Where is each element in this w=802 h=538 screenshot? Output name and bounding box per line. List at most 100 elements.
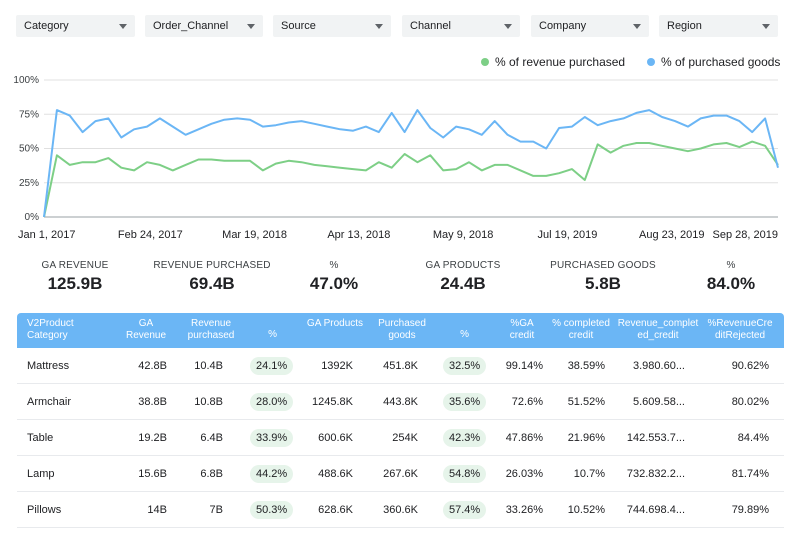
- header-completed-credit[interactable]: % completed credit: [552, 318, 610, 341]
- x-tick-label: Feb 24, 2017: [118, 229, 183, 241]
- table-row[interactable]: Armchair 38.8B 10.8B 28.0% 1245.8K 443.8K 35.6…: [17, 384, 784, 420]
- table-cell: 10.4B: [194, 360, 223, 372]
- legend-label-goods[interactable]: % of purchased goods: [661, 55, 780, 69]
- percent-badge: 35.6%: [443, 393, 487, 411]
- filter-label: Order_Channel: [153, 20, 229, 32]
- x-tick-label: May 9, 2018: [433, 229, 494, 241]
- kpi-ga-products: GA PRODUCTS 24.4B: [398, 260, 528, 294]
- header-revenue-credit-rejected[interactable]: %RevenueCreditRejected: [707, 318, 773, 341]
- chevron-down-icon: [247, 24, 255, 29]
- filter-company[interactable]: Company: [531, 15, 649, 37]
- table-cell: 254K: [392, 432, 418, 444]
- legend-swatch-goods: [647, 58, 655, 66]
- x-tick-label: Mar 19, 2018: [222, 229, 287, 241]
- y-tick-label: 50%: [19, 144, 39, 155]
- table-cell: 26.03%: [505, 468, 543, 480]
- table-cell: 15.6B: [138, 468, 167, 480]
- filter-source[interactable]: Source: [273, 15, 391, 37]
- kpi-ga-revenue: GA REVENUE 125.9B: [10, 260, 140, 294]
- header-percent-goods[interactable]: %: [460, 329, 469, 340]
- category-table: V2Product Category GA Revenue Revenue pu…: [17, 313, 784, 528]
- chevron-down-icon: [119, 24, 127, 29]
- kpi-value: 69.4B: [189, 274, 235, 293]
- table-cell: 3.980.60...: [633, 360, 685, 372]
- filter-label: Region: [667, 20, 702, 32]
- kpi-label: %: [329, 260, 339, 271]
- table-cell: 10.52%: [567, 504, 605, 516]
- category-cell: Pillows: [27, 504, 62, 516]
- header-ga-revenue[interactable]: GA Revenue: [125, 318, 167, 341]
- legend-label-revenue[interactable]: % of revenue purchased: [495, 55, 625, 69]
- legend-swatch-revenue: [481, 58, 489, 66]
- kpi-label: GA PRODUCTS: [425, 260, 501, 271]
- chevron-down-icon: [633, 24, 641, 29]
- kpi-label: %: [726, 260, 736, 271]
- table-cell: 488.6K: [318, 468, 353, 480]
- table-cell: 90.62%: [731, 360, 769, 372]
- table-cell: 744.698.4...: [626, 504, 685, 516]
- table-row[interactable]: Mattress 42.8B 10.4B 24.1% 1392K 451.8K 32.5% 9…: [17, 348, 784, 384]
- x-tick-label: Jul 19, 2019: [537, 229, 597, 241]
- table-cell: 443.8K: [383, 396, 418, 408]
- header-revenue-completed-credit[interactable]: Revenue_completed_credit: [617, 318, 699, 341]
- table-cell: 38.8B: [138, 396, 167, 408]
- table-cell: 267.6K: [383, 468, 418, 480]
- filter-label: Source: [281, 20, 316, 32]
- table-cell: 6.8B: [200, 468, 223, 480]
- table-cell: 1245.8K: [312, 396, 353, 408]
- kpi-value: 47.0%: [309, 274, 359, 293]
- table-cell: 84.4%: [737, 432, 769, 444]
- table-cell: 732.832.2...: [626, 468, 685, 480]
- table-cell: 47.86%: [505, 432, 543, 444]
- kpi-revenue-purchased: REVENUE PURCHASED 69.4B: [147, 260, 277, 294]
- table-row[interactable]: Table 19.2B 6.4B 33.9% 600.6K 254K 42.3% 47.86%…: [17, 420, 784, 456]
- kpi-label: GA REVENUE: [41, 260, 109, 271]
- header-category[interactable]: V2Product Category: [27, 318, 74, 341]
- table-cell: 38.59%: [567, 360, 605, 372]
- category-cell: Lamp: [27, 468, 55, 480]
- table-cell: 19.2B: [138, 432, 167, 444]
- series-line-revenue-purchased[interactable]: [43, 140, 779, 218]
- category-cell: Table: [27, 432, 54, 444]
- kpi-value: 24.4B: [440, 274, 486, 293]
- table-cell: 10.8B: [194, 396, 223, 408]
- kpi-goods-percent: % 84.0%: [666, 260, 796, 294]
- chevron-down-icon: [762, 24, 770, 29]
- filter-order-channel[interactable]: Order_Channel: [145, 15, 263, 37]
- table-row[interactable]: Pillows 14B 7B 50.3% 628.6K 360.6K 57.4% 33.26%…: [17, 492, 784, 528]
- table-row[interactable]: Lamp 15.6B 6.8B 44.2% 488.6K 267.6K 54.8% 26.03…: [17, 456, 784, 492]
- header-purchased-goods[interactable]: Purchased goods: [378, 318, 426, 341]
- x-tick-label: Jan 1, 2017: [18, 229, 76, 241]
- category-cell: Mattress: [27, 360, 70, 372]
- header-revenue-purchased[interactable]: Revenue purchased: [187, 318, 235, 341]
- percent-badge: 32.5%: [443, 357, 487, 375]
- table-cell: 99.14%: [505, 360, 543, 372]
- table-cell: 10.7%: [573, 468, 605, 480]
- y-tick-label: 100%: [13, 75, 39, 86]
- chevron-down-icon: [504, 24, 512, 29]
- kpi-value: 5.8B: [585, 274, 621, 293]
- kpi-value: 125.9B: [47, 274, 103, 293]
- x-tick-label: Aug 23, 2019: [639, 229, 704, 241]
- header-ga-products[interactable]: GA Products: [306, 318, 364, 329]
- filter-category[interactable]: Category: [16, 15, 135, 37]
- y-tick-label: 75%: [19, 109, 39, 120]
- table-cell: 628.6K: [318, 504, 353, 516]
- table-cell: 72.6%: [511, 396, 543, 408]
- kpi-value: 84.0%: [706, 274, 756, 293]
- table-cell: 14B: [147, 504, 167, 516]
- header-ga-credit[interactable]: %GA credit: [509, 318, 535, 341]
- filter-region[interactable]: Region: [659, 15, 778, 37]
- y-tick-label: 25%: [19, 178, 39, 189]
- filter-channel[interactable]: Channel: [402, 15, 520, 37]
- line-chart: 0% 25% 50% 75% 100% Jan 1, 2017 Feb 24, 2017 M…: [0, 50, 802, 250]
- kpi-label: PURCHASED GOODS: [550, 260, 656, 271]
- header-percent-revenue[interactable]: %: [268, 329, 277, 340]
- table-cell: 600.6K: [318, 432, 353, 444]
- chevron-down-icon: [375, 24, 383, 29]
- series-line-purchased-goods[interactable]: [43, 109, 779, 218]
- y-tick-label: 0%: [25, 212, 40, 223]
- line-chart-svg: 0% 25% 50% 75% 100% Jan 1, 2017 Feb 24, 2017 M…: [13, 55, 780, 241]
- percent-badge: 57.4%: [443, 501, 487, 519]
- table-cell: 451.8K: [383, 360, 418, 372]
